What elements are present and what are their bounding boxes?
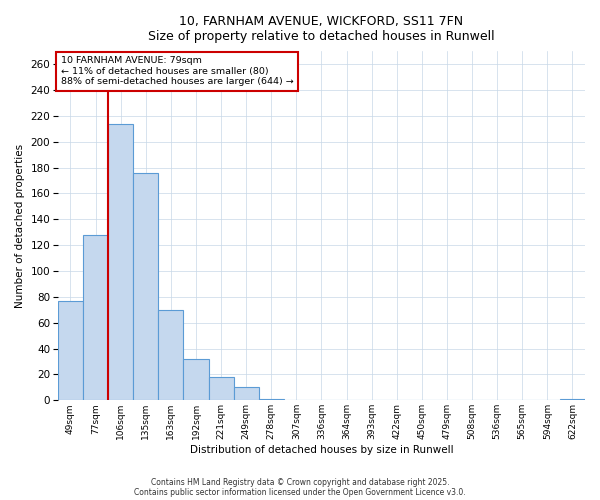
- Bar: [108, 124, 133, 400]
- Bar: [158, 310, 184, 400]
- Bar: [560, 399, 585, 400]
- Bar: [233, 388, 259, 400]
- Bar: [259, 399, 284, 400]
- Title: 10, FARNHAM AVENUE, WICKFORD, SS11 7FN
Size of property relative to detached hou: 10, FARNHAM AVENUE, WICKFORD, SS11 7FN S…: [148, 15, 495, 43]
- Bar: [184, 359, 209, 401]
- X-axis label: Distribution of detached houses by size in Runwell: Distribution of detached houses by size …: [190, 445, 453, 455]
- Text: 10 FARNHAM AVENUE: 79sqm
← 11% of detached houses are smaller (80)
88% of semi-d: 10 FARNHAM AVENUE: 79sqm ← 11% of detach…: [61, 56, 293, 86]
- Text: Contains HM Land Registry data © Crown copyright and database right 2025.
Contai: Contains HM Land Registry data © Crown c…: [134, 478, 466, 497]
- Bar: [209, 377, 233, 400]
- Bar: [83, 235, 108, 400]
- Bar: [133, 172, 158, 400]
- Bar: [58, 300, 83, 400]
- Y-axis label: Number of detached properties: Number of detached properties: [15, 144, 25, 308]
